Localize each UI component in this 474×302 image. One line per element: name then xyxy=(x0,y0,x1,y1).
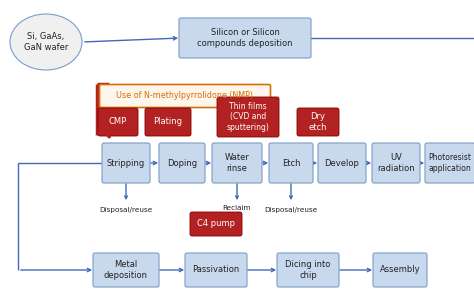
Text: UV
radiation: UV radiation xyxy=(377,153,415,173)
Text: Reclaim: Reclaim xyxy=(223,205,251,211)
FancyBboxPatch shape xyxy=(318,143,366,183)
Text: Plating: Plating xyxy=(154,117,182,127)
Text: Assembly: Assembly xyxy=(380,265,420,275)
Text: C4 pump: C4 pump xyxy=(197,220,235,229)
Text: Thin films
(CVD and
sputtering): Thin films (CVD and sputtering) xyxy=(227,102,269,132)
Text: CMP: CMP xyxy=(109,117,127,127)
Text: Si, GaAs,
GaN wafer: Si, GaAs, GaN wafer xyxy=(24,32,68,52)
FancyBboxPatch shape xyxy=(185,253,247,287)
FancyBboxPatch shape xyxy=(217,97,279,137)
FancyBboxPatch shape xyxy=(269,143,313,183)
Text: Develop: Develop xyxy=(325,159,359,168)
FancyBboxPatch shape xyxy=(102,143,150,183)
FancyBboxPatch shape xyxy=(93,253,159,287)
Text: Doping: Doping xyxy=(167,159,197,168)
FancyBboxPatch shape xyxy=(425,143,474,183)
Text: Photoresist
application: Photoresist application xyxy=(428,153,472,173)
FancyBboxPatch shape xyxy=(190,212,242,236)
Text: Silicon or Silicon
compounds deposition: Silicon or Silicon compounds deposition xyxy=(197,28,293,48)
Text: Disposal/reuse: Disposal/reuse xyxy=(100,207,153,213)
FancyBboxPatch shape xyxy=(297,108,339,136)
FancyBboxPatch shape xyxy=(277,253,339,287)
Text: Metal
deposition: Metal deposition xyxy=(104,260,148,280)
FancyBboxPatch shape xyxy=(179,18,311,58)
FancyBboxPatch shape xyxy=(212,143,262,183)
Text: Etch: Etch xyxy=(282,159,300,168)
FancyBboxPatch shape xyxy=(373,253,427,287)
Text: Stripping: Stripping xyxy=(107,159,145,168)
Ellipse shape xyxy=(10,14,82,70)
Text: Dicing into
chip: Dicing into chip xyxy=(285,260,331,280)
Text: Use of N-methylpyrrolidone (NMP): Use of N-methylpyrrolidone (NMP) xyxy=(117,92,254,101)
FancyBboxPatch shape xyxy=(98,108,138,136)
Text: Dry
etch: Dry etch xyxy=(309,112,327,132)
Text: Water
rinse: Water rinse xyxy=(225,153,249,173)
Text: Disposal/reuse: Disposal/reuse xyxy=(264,207,318,213)
Text: Passivation: Passivation xyxy=(192,265,240,275)
FancyBboxPatch shape xyxy=(159,143,205,183)
FancyBboxPatch shape xyxy=(145,108,191,136)
FancyBboxPatch shape xyxy=(100,85,271,108)
FancyBboxPatch shape xyxy=(372,143,420,183)
